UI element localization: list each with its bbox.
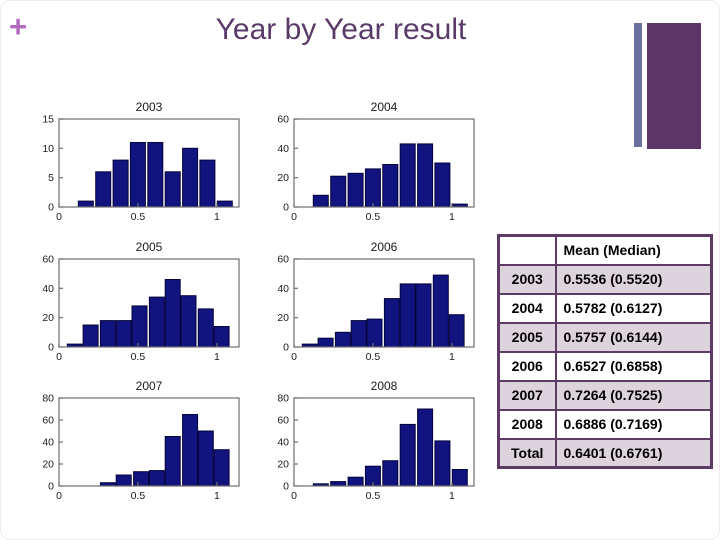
- svg-text:1: 1: [214, 211, 220, 223]
- svg-text:0.5: 0.5: [131, 490, 146, 502]
- svg-text:0: 0: [56, 490, 62, 502]
- chart-canvas: 2008 0 20 40 60 80 0 0.5 1: [277, 379, 475, 502]
- svg-text:15: 15: [42, 114, 54, 126]
- svg-text:0: 0: [48, 202, 54, 214]
- stats-table: Mean (Median) 2003 0.5536 (0.5520) 2004 0.5…: [497, 234, 713, 469]
- svg-text:0: 0: [283, 342, 289, 354]
- table-corner-cell: [497, 234, 557, 266]
- accent-bar-thin: [634, 23, 642, 147]
- svg-text:20: 20: [42, 312, 54, 324]
- chart-canvas: 2007 0 20 40 60 80 0 0.5 1: [42, 379, 240, 502]
- table-row-total: Total 0.6401 (0.6761): [497, 437, 713, 469]
- table-header-row: Mean (Median): [497, 234, 713, 266]
- chart-canvas: 2003 0 5 10 15 0 0.5 1: [42, 100, 240, 223]
- table-row-2005: 2005 0.5757 (0.6144): [497, 321, 713, 353]
- svg-text:0: 0: [283, 481, 289, 493]
- svg-text:1: 1: [214, 351, 220, 363]
- svg-text:0: 0: [291, 211, 297, 223]
- svg-text:0.5: 0.5: [131, 351, 146, 363]
- histogram-2008: 2008 0 20 40 60 80 0 0.5 1: [264, 376, 479, 502]
- chart-canvas: 2005 0 20 40 60 0 0.5 1: [42, 240, 240, 363]
- svg-text:20: 20: [277, 459, 289, 471]
- svg-text:0.5: 0.5: [131, 211, 146, 223]
- svg-text:40: 40: [277, 143, 289, 155]
- row-label: 2007: [497, 379, 557, 411]
- svg-text:40: 40: [277, 283, 289, 295]
- svg-text:20: 20: [277, 312, 289, 324]
- svg-text:60: 60: [277, 114, 289, 126]
- row-label: 2008: [497, 408, 557, 440]
- table-row-2004: 2004 0.5782 (0.6127): [497, 292, 713, 324]
- svg-text:1: 1: [449, 490, 455, 502]
- svg-text:40: 40: [277, 437, 289, 449]
- histogram-2004: 2004 0 20 40 60 0 0.5 1: [264, 97, 479, 223]
- svg-text:10: 10: [42, 143, 54, 155]
- svg-text:60: 60: [42, 254, 54, 266]
- row-value: 0.5536 (0.5520): [554, 263, 713, 295]
- histogram-2003: 2003 0 5 10 15 0 0.5 1: [29, 97, 244, 223]
- svg-text:60: 60: [277, 415, 289, 427]
- table-header-mean-median: Mean (Median): [554, 234, 713, 266]
- histogram-2007: 2007 0 20 40 60 80 0 0.5 1: [29, 376, 244, 502]
- row-label: 2005: [497, 321, 557, 353]
- row-value: 0.5782 (0.6127): [554, 292, 713, 324]
- svg-text:0: 0: [291, 351, 297, 363]
- svg-text:40: 40: [42, 437, 54, 449]
- svg-text:0.5: 0.5: [366, 351, 381, 363]
- svg-text:5: 5: [48, 172, 54, 184]
- svg-text:20: 20: [277, 172, 289, 184]
- svg-text:0: 0: [56, 351, 62, 363]
- svg-text:0: 0: [48, 481, 54, 493]
- chart-canvas: 2004 0 20 40 60 0 0.5 1: [277, 100, 475, 223]
- svg-text:2004: 2004: [371, 100, 398, 114]
- svg-text:2003: 2003: [136, 100, 163, 114]
- svg-text:1: 1: [449, 351, 455, 363]
- svg-text:40: 40: [42, 283, 54, 295]
- svg-text:60: 60: [277, 254, 289, 266]
- row-label: 2006: [497, 350, 557, 382]
- accent-bar-wide: [647, 23, 701, 149]
- svg-text:1: 1: [449, 211, 455, 223]
- row-label: 2003: [497, 263, 557, 295]
- svg-text:2006: 2006: [371, 240, 398, 254]
- row-value: 0.6527 (0.6858): [554, 350, 713, 382]
- row-value: 0.5757 (0.6144): [554, 321, 713, 353]
- svg-text:0.5: 0.5: [366, 211, 381, 223]
- row-label: 2004: [497, 292, 557, 324]
- svg-text:0: 0: [56, 211, 62, 223]
- svg-text:80: 80: [42, 393, 54, 405]
- svg-text:0: 0: [48, 342, 54, 354]
- histogram-2005: 2005 0 20 40 60 0 0.5 1: [29, 237, 244, 363]
- row-label: Total: [497, 437, 557, 469]
- svg-text:2007: 2007: [136, 379, 163, 393]
- chart-canvas: 2006 0 20 40 60 0 0.5 1: [277, 240, 475, 363]
- table-row-2008: 2008 0.6886 (0.7169): [497, 408, 713, 440]
- histogram-2006: 2006 0 20 40 60 0 0.5 1: [264, 237, 479, 363]
- svg-text:80: 80: [277, 393, 289, 405]
- row-value: 0.6886 (0.7169): [554, 408, 713, 440]
- svg-text:0: 0: [291, 490, 297, 502]
- svg-text:1: 1: [214, 490, 220, 502]
- table-row-2003: 2003 0.5536 (0.5520): [497, 263, 713, 295]
- page-title: Year by Year result: [215, 13, 467, 46]
- table-row-2006: 2006 0.6527 (0.6858): [497, 350, 713, 382]
- plus-icon: +: [9, 9, 28, 44]
- svg-text:0: 0: [283, 202, 289, 214]
- row-value: 0.7264 (0.7525): [554, 379, 713, 411]
- table-row-2007: 2007 0.7264 (0.7525): [497, 379, 713, 411]
- svg-text:20: 20: [42, 459, 54, 471]
- svg-text:2005: 2005: [136, 240, 163, 254]
- svg-text:2008: 2008: [371, 379, 398, 393]
- svg-text:60: 60: [42, 415, 54, 427]
- row-value: 0.6401 (0.6761): [554, 437, 713, 469]
- svg-text:0.5: 0.5: [366, 490, 381, 502]
